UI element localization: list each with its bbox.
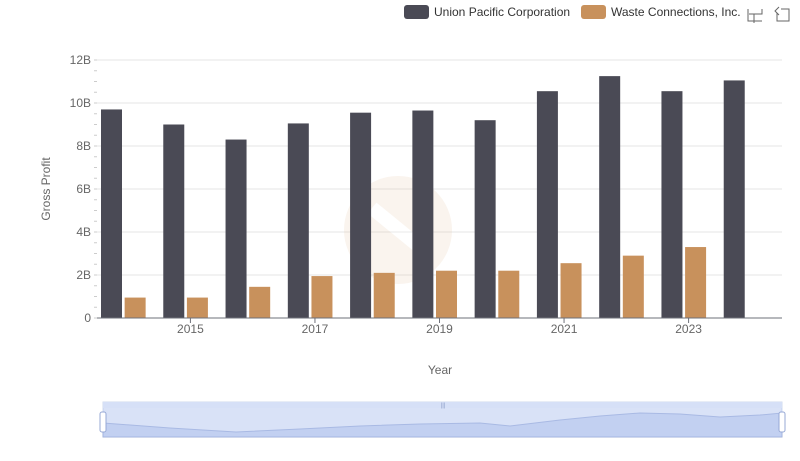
legend-item-union-pacific[interactable]: Union Pacific Corporation	[404, 5, 570, 19]
bar-waste-connections[interactable]	[560, 263, 582, 318]
legend-label-waste-connections: Waste Connections, Inc.	[611, 5, 741, 19]
bar-union-pacific[interactable]	[599, 76, 621, 318]
legend-item-waste-connections[interactable]: Waste Connections, Inc.	[581, 5, 741, 19]
x-tick-label: 2019	[426, 322, 453, 336]
slider-right-handle[interactable]	[778, 411, 786, 433]
axes-layer: 0 2B 4B 6B 8B 10B 12B 2015 2017 2019 2021 2023	[70, 53, 782, 336]
bar-waste-connections[interactable]	[249, 286, 271, 318]
x-tick-label: 2017	[302, 322, 329, 336]
bar-union-pacific[interactable]	[163, 124, 185, 319]
x-tick-label: 2015	[177, 322, 204, 336]
bar-waste-connections[interactable]	[186, 297, 208, 318]
slider-top-bar	[103, 402, 782, 408]
y-tick-label: 2B	[76, 268, 91, 282]
y-tick-label: 6B	[76, 182, 91, 196]
bar-union-pacific[interactable]	[225, 139, 247, 318]
bar-union-pacific[interactable]	[350, 112, 372, 318]
bar-union-pacific[interactable]	[723, 80, 745, 318]
bar-waste-connections[interactable]	[498, 270, 520, 318]
bar-waste-connections[interactable]	[436, 270, 457, 318]
legend-label-union-pacific: Union Pacific Corporation	[434, 5, 570, 19]
x-tick-label: 2023	[675, 322, 702, 336]
data-zoom-icon[interactable]	[747, 9, 763, 23]
slider-left-handle[interactable]	[99, 411, 107, 433]
x-axis-title: Year	[428, 363, 452, 377]
bar-waste-connections[interactable]	[373, 272, 395, 318]
y-tick-label: 4B	[76, 225, 91, 239]
legend: Union Pacific Corporation Waste Connecti…	[404, 5, 741, 19]
data-zoom-slider[interactable]: |||	[99, 401, 786, 438]
bar-union-pacific[interactable]	[287, 123, 309, 318]
bar-waste-connections[interactable]	[622, 255, 644, 318]
bar-union-pacific[interactable]	[474, 120, 496, 318]
y-axis-title: Gross Profit	[39, 157, 53, 221]
legend-swatch-union-pacific	[404, 5, 429, 19]
bars-layer	[101, 76, 745, 319]
y-tick-label: 8B	[76, 139, 91, 153]
bar-waste-connections[interactable]	[124, 297, 146, 318]
bar-waste-connections[interactable]	[685, 247, 707, 318]
y-tick-label: 12B	[70, 53, 91, 67]
bar-union-pacific[interactable]	[661, 91, 683, 318]
bar-waste-connections[interactable]	[311, 276, 333, 318]
slider-drag-grip[interactable]: |||	[441, 403, 446, 409]
bar-union-pacific[interactable]	[412, 110, 434, 319]
bar-union-pacific[interactable]	[536, 91, 558, 318]
legend-swatch-waste-connections	[581, 5, 606, 19]
y-tick-label: 10B	[70, 96, 91, 110]
y-tick-label: 0	[84, 311, 91, 325]
x-tick-label: 2021	[551, 322, 578, 336]
restore-icon[interactable]	[774, 6, 790, 22]
bar-union-pacific[interactable]	[101, 109, 122, 318]
